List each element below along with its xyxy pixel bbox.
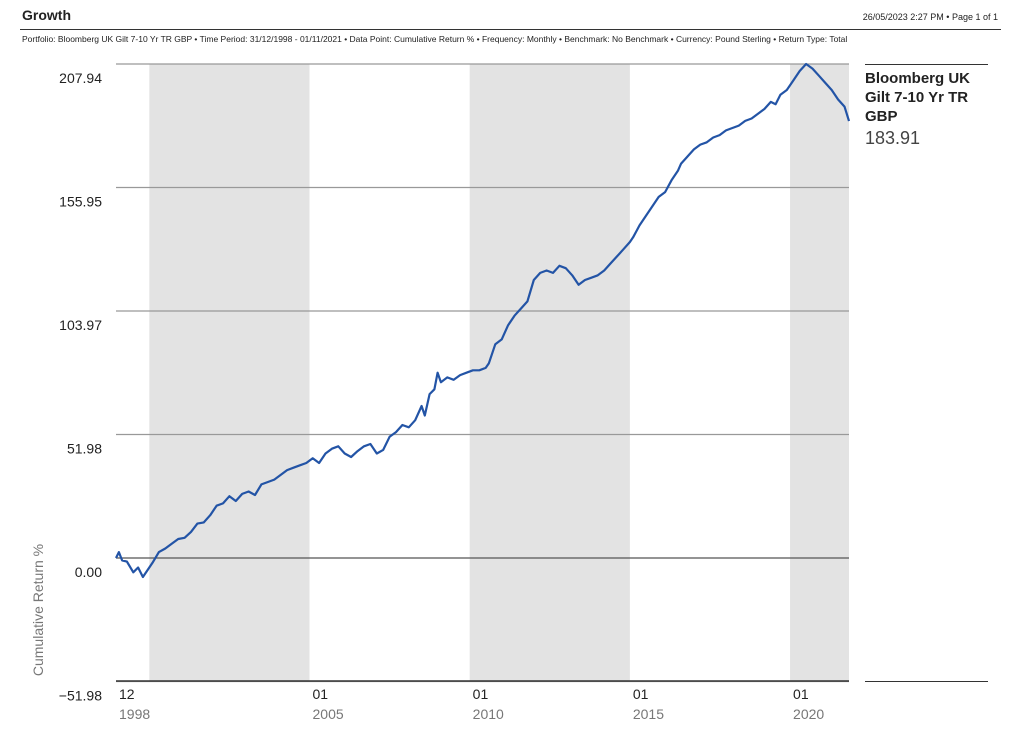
legend-bottom-divider: [865, 681, 988, 682]
report-meta: 26/05/2023 2:27 PM • Page 1 of 1: [862, 12, 998, 22]
report-subtitle: Portfolio: Bloomberg UK Gilt 7-10 Yr TR …: [22, 34, 848, 44]
x-tick-label-top: 01: [473, 686, 489, 702]
x-tick-label-bottom: 2020: [793, 706, 824, 722]
x-tick-label-top: 12: [119, 686, 135, 702]
y-tick-label: 207.94: [59, 70, 102, 86]
header-divider: [20, 29, 1001, 30]
legend-divider: [865, 64, 988, 65]
y-tick-label: 103.97: [59, 317, 102, 333]
y-tick-label: 51.98: [67, 441, 102, 457]
x-tick-label-bottom: 2010: [473, 706, 504, 722]
x-tick-label-bottom: 2015: [633, 706, 664, 722]
x-tick-label-top: 01: [793, 686, 809, 702]
legend-series-name: Bloomberg UK Gilt 7-10 Yr TR GBP: [865, 70, 970, 125]
shaded-band-2: [790, 64, 849, 681]
shaded-band-0: [149, 64, 310, 681]
x-tick-label-bottom: 2005: [313, 706, 344, 722]
y-tick-label: 0.00: [75, 564, 102, 580]
legend: Bloomberg UK Gilt 7-10 Yr TR GBP 183.91: [865, 64, 1015, 149]
legend-series-value: 183.91: [865, 128, 921, 148]
y-tick-labels: 207.94 155.95 103.97 51.98 0.00 −51.98: [59, 70, 102, 703]
series-line: [115, 62, 851, 579]
grid-lines: [116, 63, 849, 683]
report-title: Growth: [22, 7, 71, 23]
y-tick-label: −51.98: [59, 687, 102, 703]
x-tick-label-top: 01: [313, 686, 329, 702]
y-axis-label: Cumulative Return %: [30, 543, 46, 677]
shaded-bands: [149, 64, 849, 681]
shaded-band-1: [469, 64, 630, 681]
y-tick-label: 155.95: [59, 194, 102, 210]
x-tick-label-bottom: 1998: [119, 706, 150, 722]
x-tick-labels: 12 1998 01 2005 01 2010 01 2015 01 2020: [119, 686, 824, 722]
x-tick-label-top: 01: [633, 686, 649, 702]
